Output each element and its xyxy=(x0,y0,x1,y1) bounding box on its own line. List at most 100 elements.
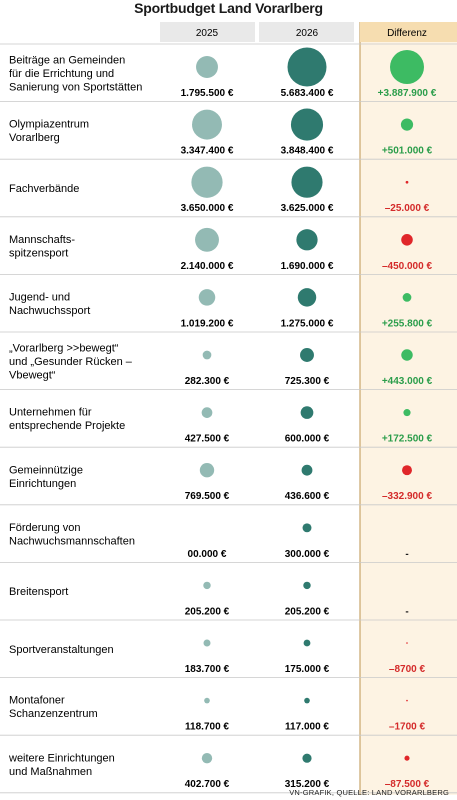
value-2025: 183.700 € xyxy=(185,664,230,675)
row-label: für die Errichtung und xyxy=(9,68,114,80)
row-label: entsprechende Projekte xyxy=(9,420,125,432)
bubble-diff xyxy=(405,180,409,184)
row-label: spitzensport xyxy=(9,247,68,259)
row-label: Fachverbände xyxy=(9,183,79,195)
value-2025: 402.700 € xyxy=(185,779,230,790)
row-label: „Vorarlberg >>bewegt“ xyxy=(9,342,119,354)
value-2025: 769.500 € xyxy=(185,491,230,502)
row-label: Unternehmen für xyxy=(9,407,92,419)
value-2026: 5.683.400 € xyxy=(281,88,334,99)
bubble-2025 xyxy=(204,697,210,704)
row-label: Montafoner xyxy=(9,695,65,707)
bubble-2026 xyxy=(302,523,312,533)
row-label: Schanzenzentrum xyxy=(9,708,98,720)
value-diff: - xyxy=(405,606,408,617)
bubble-2026 xyxy=(290,108,324,141)
value-2026: 1.275.000 € xyxy=(281,318,334,329)
bubble-2026 xyxy=(291,166,323,198)
column-header-bg-0 xyxy=(160,22,255,42)
bubble-2026 xyxy=(301,464,313,476)
column-header-1: 2026 xyxy=(296,28,319,39)
bubble-2026 xyxy=(297,288,317,307)
bubble-diff xyxy=(406,699,408,702)
value-2025: 1.795.500 € xyxy=(181,88,234,99)
row-label: Nachwuchssport xyxy=(9,305,90,317)
bubble-2026 xyxy=(303,639,311,647)
value-diff: –25.000 € xyxy=(385,203,430,214)
value-2026: 117.000 € xyxy=(285,722,329,733)
row-label: Nachwuchsmannschaften xyxy=(9,535,135,547)
value-diff: –8700 € xyxy=(389,664,426,675)
column-header-bg-1 xyxy=(259,22,354,42)
column-header-0: 2025 xyxy=(196,28,219,39)
row-label: und Maßnahmen xyxy=(9,766,92,778)
value-2025: 00.000 € xyxy=(188,549,227,560)
value-diff: +255.800 € xyxy=(382,318,433,329)
value-2025: 205.200 € xyxy=(185,606,230,617)
bubble-diff xyxy=(401,234,413,246)
bubble-2026 xyxy=(303,581,311,590)
bubble-2026 xyxy=(300,348,314,362)
value-2026: 315.200 € xyxy=(285,779,330,790)
value-2026: 436.600 € xyxy=(285,491,330,502)
row-label: Breitensport xyxy=(9,586,68,598)
value-2026: 175.000 € xyxy=(285,664,330,675)
row-label: Gemeinnützige xyxy=(9,464,83,476)
chart-title: Sportbudget Land Vorarlberg xyxy=(134,0,323,16)
bubble-2025 xyxy=(203,581,211,590)
value-diff: +501.000 € xyxy=(382,146,433,157)
row-label: Beiträge an Gemeinden xyxy=(9,54,125,66)
bubble-diff xyxy=(390,50,424,84)
bubble-2025 xyxy=(201,753,213,764)
column-header-bg-2 xyxy=(360,22,457,42)
bubble-2025 xyxy=(203,639,211,647)
bubble-diff xyxy=(402,465,412,476)
value-diff: –1700 € xyxy=(389,722,426,733)
bubble-diff xyxy=(404,755,410,761)
row-label: Sportveranstaltungen xyxy=(9,644,114,656)
value-2025: 427.500 € xyxy=(185,434,230,445)
source-note: VN-GRAFIK, QUELLE: LAND VORARLBERG xyxy=(289,788,449,797)
row-label: Förderung von xyxy=(9,522,81,534)
bubble-2025 xyxy=(195,227,219,252)
diff-column-background xyxy=(360,22,457,795)
value-2026: 205.200 € xyxy=(285,606,330,617)
value-2026: 300.000 € xyxy=(285,549,330,560)
row-label: Jugend- und xyxy=(9,291,70,303)
bubble-diff xyxy=(406,642,408,644)
bubble-2025 xyxy=(199,463,215,478)
value-2025: 1.019.200 € xyxy=(181,318,234,329)
row-label: Sanierung von Sportstätten xyxy=(9,81,142,93)
bubble-2025 xyxy=(192,109,222,140)
value-2026: 3.848.400 € xyxy=(281,146,334,157)
value-2026: 1.690.000 € xyxy=(281,261,334,272)
bubble-diff xyxy=(403,409,411,417)
bubble-2026 xyxy=(304,697,310,704)
value-2025: 2.140.000 € xyxy=(181,261,234,272)
row-label: Vorarlberg xyxy=(9,132,60,144)
value-2025: 282.300 € xyxy=(185,376,230,387)
value-2026: 725.300 € xyxy=(285,376,330,387)
bubble-2025 xyxy=(196,56,218,78)
bubble-2026 xyxy=(302,753,312,763)
bubble-2025 xyxy=(198,289,216,306)
column-header-2: Differenz xyxy=(387,28,427,39)
bubble-2025 xyxy=(201,407,213,418)
value-diff: +172.500 € xyxy=(382,434,433,445)
row-label: Olympiazentrum xyxy=(9,119,89,131)
value-diff: - xyxy=(405,549,408,560)
value-diff: +3.887.900 € xyxy=(378,88,437,99)
value-diff: +443.000 € xyxy=(382,376,433,387)
row-label: Mannschafts- xyxy=(9,234,75,246)
row-label: Einrichtungen xyxy=(9,478,76,490)
row-label: Vbewegt“ xyxy=(9,369,56,381)
bubble-2026 xyxy=(300,406,314,419)
bubble-2025 xyxy=(191,166,223,198)
bubble-2025 xyxy=(202,350,212,360)
value-diff: –87.500 € xyxy=(385,779,430,790)
value-diff: –332.900 € xyxy=(382,491,432,502)
bubble-2026 xyxy=(287,47,327,87)
value-diff: –450.000 € xyxy=(382,261,432,272)
value-2025: 3.650.000 € xyxy=(181,203,234,214)
